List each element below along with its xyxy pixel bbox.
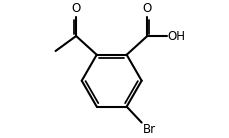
- Text: OH: OH: [168, 30, 186, 43]
- Text: O: O: [143, 2, 152, 15]
- Text: Br: Br: [143, 124, 156, 136]
- Text: O: O: [71, 2, 81, 15]
